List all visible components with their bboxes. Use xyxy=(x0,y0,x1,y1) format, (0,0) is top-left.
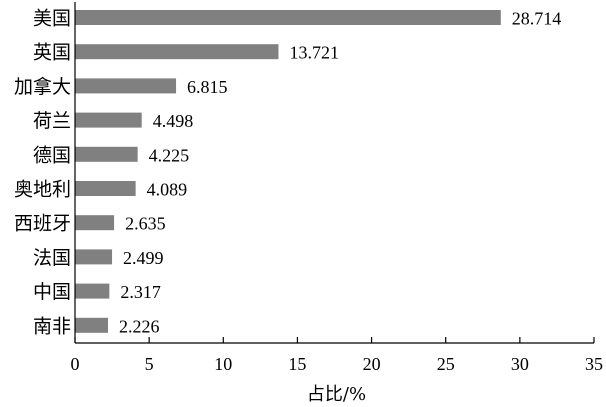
data-labels: 28.714 13.721 6.815 4.498 4.225 4.089 2.635 2.4… xyxy=(119,9,561,337)
x-tick-label-5: 25 xyxy=(437,354,455,374)
data-label-8: 2.317 xyxy=(120,282,161,302)
bar-1 xyxy=(75,44,279,60)
bar-2 xyxy=(75,78,177,94)
category-label-9: 南非 xyxy=(33,315,71,337)
bar-8 xyxy=(75,283,110,299)
bar-7 xyxy=(75,249,113,265)
x-tick-label-4: 20 xyxy=(363,354,381,374)
x-axis-title: 占比/% xyxy=(307,384,366,405)
category-label-3: 荷兰 xyxy=(33,110,71,132)
x-axis-ticks: 0 5 10 15 20 25 30 35 xyxy=(71,337,603,374)
x-tick-label-1: 5 xyxy=(145,354,154,374)
data-label-5: 4.089 xyxy=(147,180,188,200)
x-tick-label-3: 15 xyxy=(288,354,306,374)
data-label-6: 2.635 xyxy=(125,214,166,234)
category-label-4: 德国 xyxy=(33,144,71,166)
bar-4 xyxy=(75,146,138,162)
category-label-2: 加拿大 xyxy=(14,75,71,98)
x-tick-label-7: 35 xyxy=(585,354,603,374)
data-label-7: 2.499 xyxy=(123,248,164,268)
category-label-8: 中国 xyxy=(33,281,71,303)
data-label-2: 6.815 xyxy=(187,77,228,97)
data-label-3: 4.498 xyxy=(153,111,194,131)
category-label-7: 法国 xyxy=(33,247,71,269)
bar-9 xyxy=(75,317,109,333)
data-label-9: 2.226 xyxy=(119,316,159,336)
category-label-5: 奥地利 xyxy=(14,179,71,201)
x-tick-label-2: 10 xyxy=(214,354,232,374)
x-tick-label-0: 0 xyxy=(71,354,80,374)
data-label-0: 28.714 xyxy=(512,9,562,29)
bar-0 xyxy=(75,10,501,25)
data-label-1: 13.721 xyxy=(289,43,339,63)
bar-6 xyxy=(75,215,115,231)
data-label-4: 4.225 xyxy=(149,145,190,165)
bar-3 xyxy=(75,112,142,128)
category-label-6: 西班牙 xyxy=(14,213,71,235)
category-label-0: 美国 xyxy=(33,8,71,30)
x-tick-label-6: 30 xyxy=(511,354,529,374)
category-label-1: 英国 xyxy=(33,42,71,64)
bar-5 xyxy=(75,181,136,196)
bars-group xyxy=(75,10,501,333)
